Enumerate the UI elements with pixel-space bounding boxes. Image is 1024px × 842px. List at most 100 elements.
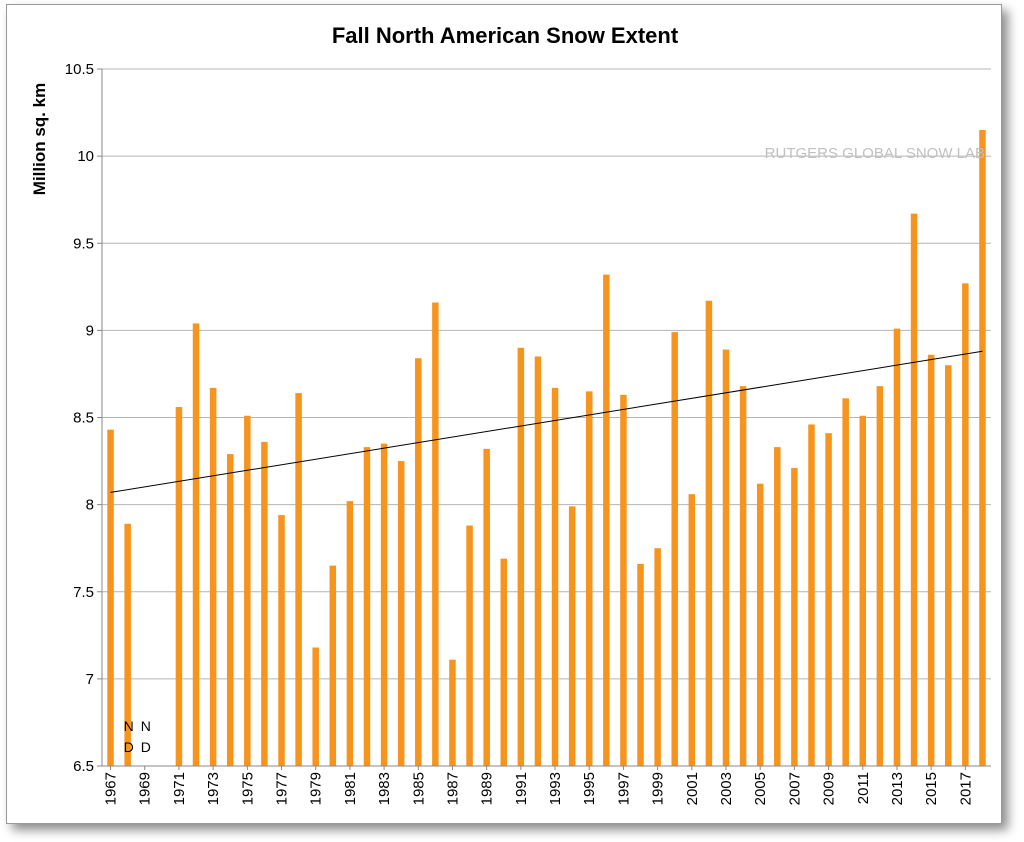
- bar: [534, 356, 542, 766]
- bar: [979, 129, 986, 767]
- chart-canvas: Fall North American Snow Extent Million …: [30, 23, 991, 805]
- y-tick-label: 8.5: [73, 410, 94, 427]
- bar: [175, 407, 183, 766]
- bar: [654, 548, 661, 766]
- no-data-label: D: [124, 739, 134, 755]
- bar: [808, 424, 815, 766]
- x-tick-label: 1989: [479, 772, 496, 805]
- bar: [791, 468, 798, 766]
- y-tick-label: 10.5: [65, 61, 94, 78]
- bar: [568, 506, 576, 766]
- y-tick-label: 7: [86, 671, 94, 688]
- y-tick-label: 6.5: [73, 758, 94, 775]
- bar: [500, 558, 508, 766]
- y-tick-label: 9: [86, 322, 94, 339]
- bar: [380, 443, 388, 766]
- x-tick-labels: 1967 1969 1971 1973 1975 1977 1979 1981 1983 1985…: [103, 772, 975, 805]
- bar: [483, 448, 490, 766]
- x-tick-label: 1981: [342, 772, 359, 805]
- bar: [774, 447, 781, 766]
- x-tick-label: 1969: [137, 772, 154, 805]
- x-tick-label: 1973: [205, 772, 222, 805]
- x-tick-label: 2005: [752, 772, 769, 805]
- bar: [842, 398, 849, 766]
- x-tick-label: 1997: [615, 772, 632, 805]
- bar: [449, 659, 456, 766]
- bar: [945, 365, 952, 766]
- bar: [910, 213, 918, 766]
- y-tick-labels: 6.5 7 7.5 8 8.5 9 9.5 10 10.5: [65, 61, 94, 775]
- x-tick-label: 2001: [684, 772, 701, 805]
- y-tick-label: 10: [77, 148, 94, 165]
- bar: [688, 494, 696, 766]
- bar: [637, 563, 644, 766]
- x-tick-label: 1971: [171, 772, 188, 805]
- bar: [876, 386, 884, 766]
- bar: [312, 647, 319, 766]
- bar: [739, 386, 747, 766]
- bar: [397, 461, 405, 766]
- x-tick-label: 1979: [308, 772, 325, 805]
- bar: [244, 415, 251, 766]
- x-tick-label: 2003: [718, 772, 735, 805]
- x-tick-label: 2013: [889, 772, 906, 805]
- bar: [859, 415, 867, 766]
- watermark: RUTGERS GLOBAL SNOW LAB: [765, 145, 985, 162]
- bar: [415, 358, 422, 766]
- bar: [517, 347, 525, 766]
- y-tick-label: 9.5: [73, 235, 94, 252]
- x-tick-label: 1991: [513, 772, 530, 805]
- x-tick-label: 1977: [274, 772, 291, 805]
- x-tick-label: 2011: [855, 772, 872, 804]
- bar-series: [107, 129, 986, 767]
- bar: [363, 447, 371, 766]
- x-tick-label: 1999: [650, 772, 667, 805]
- bar: [671, 332, 678, 766]
- bar: [962, 283, 969, 766]
- bar: [226, 454, 234, 766]
- bar: [107, 429, 114, 766]
- bar: [756, 483, 764, 766]
- bar: [295, 393, 302, 766]
- bar: [278, 515, 285, 766]
- bar: [927, 354, 935, 766]
- no-data-label: N: [124, 718, 134, 734]
- bar: [705, 300, 713, 766]
- trend-line: [110, 350, 983, 493]
- no-data-label: N: [141, 718, 151, 734]
- bar: [124, 523, 131, 766]
- x-tick-label: 1993: [547, 772, 564, 805]
- no-data-label: D: [141, 739, 151, 755]
- x-tick-label: 1987: [444, 772, 461, 805]
- x-tick-label: 2009: [821, 772, 838, 805]
- chart-frame: Fall North American Snow Extent Million …: [6, 4, 1002, 824]
- y-axis-label: Million sq. km: [30, 83, 49, 195]
- bar: [551, 387, 559, 766]
- x-tick-label: 1985: [410, 772, 427, 805]
- x-tick-label: 2007: [786, 772, 803, 805]
- y-tick-label: 7.5: [73, 584, 94, 601]
- bar: [432, 302, 439, 766]
- bar: [722, 349, 730, 766]
- bar: [466, 525, 473, 766]
- x-tick-label: 2015: [923, 772, 940, 805]
- bar: [346, 501, 354, 766]
- x-tick-label: 1995: [581, 772, 598, 805]
- bar: [893, 328, 901, 766]
- bar: [603, 274, 610, 766]
- x-tick-label: 1967: [103, 772, 120, 805]
- bar: [329, 565, 337, 766]
- trend-layer: [110, 350, 983, 493]
- bar: [585, 391, 593, 766]
- bar: [209, 387, 217, 766]
- bar: [261, 441, 268, 766]
- axes: [97, 68, 991, 770]
- x-tick-label: 1983: [376, 772, 393, 805]
- bar: [192, 323, 200, 766]
- x-tick-label: 2017: [957, 772, 974, 805]
- bar: [620, 394, 627, 766]
- chart-title: Fall North American Snow Extent: [332, 23, 679, 48]
- x-tick-label: 1975: [239, 772, 256, 805]
- y-tick-label: 8: [86, 497, 94, 514]
